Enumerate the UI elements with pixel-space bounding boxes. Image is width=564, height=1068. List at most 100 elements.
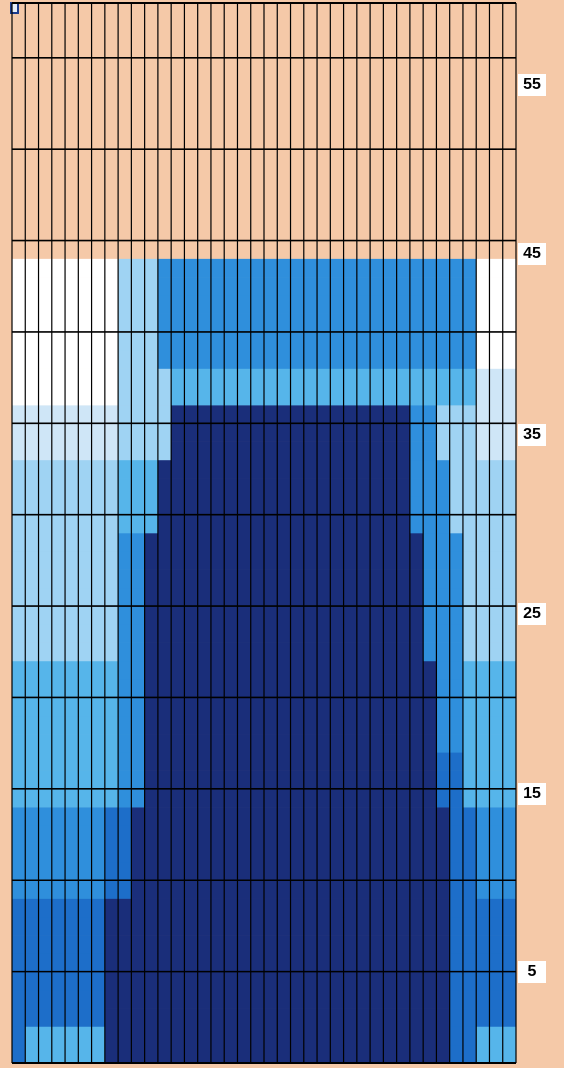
grid-cell xyxy=(131,642,145,662)
grid-cell xyxy=(38,843,53,863)
grid-cell xyxy=(184,898,198,918)
grid-cell xyxy=(343,459,358,479)
grid-cell xyxy=(409,441,424,461)
grid-cell xyxy=(502,478,517,497)
grid-cell xyxy=(277,770,291,790)
grid-cell xyxy=(144,368,159,388)
grid-cell xyxy=(449,861,464,881)
grid-cell xyxy=(396,331,411,351)
grid-cell xyxy=(409,935,424,954)
grid-cell xyxy=(210,277,225,296)
grid-cell xyxy=(171,295,185,314)
grid-cell xyxy=(91,679,106,698)
grid-cell xyxy=(38,368,53,388)
grid-cell xyxy=(118,770,132,790)
grid-cell xyxy=(104,624,119,643)
grid-cell xyxy=(449,386,464,406)
grid-cell xyxy=(436,368,450,388)
grid-cell xyxy=(303,660,318,680)
grid-cell xyxy=(396,313,411,333)
grid-cell xyxy=(118,660,132,680)
grid-cell xyxy=(290,459,305,479)
grid-cell xyxy=(65,368,79,388)
grid-cell xyxy=(210,880,225,899)
grid-cell xyxy=(171,788,185,808)
grid-cell xyxy=(436,350,450,369)
grid-cell xyxy=(12,606,26,625)
grid-cell xyxy=(237,478,252,497)
grid-cell xyxy=(330,935,344,954)
grid-cell xyxy=(330,807,344,826)
grid-cell xyxy=(303,935,318,954)
grid-cell xyxy=(91,295,106,314)
grid-cell xyxy=(25,935,39,954)
grid-cell xyxy=(489,313,504,333)
grid-cell xyxy=(264,1008,278,1027)
grid-cell xyxy=(502,935,517,954)
grid-cell xyxy=(197,642,212,662)
grid-cell xyxy=(78,715,92,735)
grid-cell xyxy=(78,1008,92,1027)
grid-cell xyxy=(277,478,291,497)
grid-cell xyxy=(224,1044,238,1064)
grid-cell xyxy=(330,606,344,625)
grid-cell xyxy=(91,880,106,899)
grid-cell xyxy=(144,989,159,1009)
grid-cell xyxy=(237,660,252,680)
grid-cell xyxy=(290,258,305,278)
grid-cell xyxy=(197,350,212,369)
grid-cell xyxy=(210,825,225,844)
grid-cell xyxy=(250,1008,265,1027)
grid-cell xyxy=(171,770,185,790)
grid-cell xyxy=(171,423,185,442)
grid-cell xyxy=(237,386,252,406)
grid-cell xyxy=(303,496,318,516)
grid-cell xyxy=(25,295,39,314)
grid-cell xyxy=(317,825,331,844)
grid-cell xyxy=(197,989,212,1009)
grid-cell xyxy=(65,386,79,406)
grid-cell xyxy=(144,277,159,296)
grid-cell xyxy=(157,916,172,936)
grid-cell xyxy=(303,679,318,698)
grid-cell xyxy=(264,478,278,497)
grid-cell xyxy=(25,880,39,899)
grid-cell xyxy=(237,697,252,717)
grid-cell xyxy=(184,459,198,479)
grid-cell xyxy=(65,313,79,333)
grid-cell xyxy=(356,368,371,388)
grid-cell xyxy=(436,697,450,717)
grid-cell xyxy=(25,313,39,333)
grid-cell xyxy=(224,551,238,570)
grid-cell xyxy=(51,441,66,461)
grid-cell xyxy=(449,459,464,479)
grid-cell xyxy=(356,953,371,972)
grid-cell xyxy=(237,368,252,388)
grid-cell xyxy=(104,295,119,314)
grid-cell xyxy=(104,1026,119,1046)
grid-cell xyxy=(290,734,305,753)
grid-cell xyxy=(12,989,26,1009)
grid-cell xyxy=(65,898,79,918)
grid-cell xyxy=(144,478,159,497)
grid-cell xyxy=(436,277,450,296)
grid-cell xyxy=(157,386,172,406)
grid-cell xyxy=(356,770,371,790)
grid-cell xyxy=(210,587,225,607)
grid-cell xyxy=(489,295,504,314)
grid-cell xyxy=(423,569,437,589)
grid-cell xyxy=(436,551,450,570)
grid-cell xyxy=(489,423,504,442)
grid-cell xyxy=(317,734,331,753)
grid-cell xyxy=(104,606,119,625)
grid-cell xyxy=(210,441,225,461)
grid-cell xyxy=(462,569,477,589)
grid-cell xyxy=(144,861,159,881)
grid-cell xyxy=(409,697,424,717)
grid-cell xyxy=(250,642,265,662)
grid-cell xyxy=(396,807,411,826)
grid-cell xyxy=(91,989,106,1009)
grid-cell xyxy=(12,533,26,552)
grid-cell xyxy=(144,551,159,570)
grid-cell xyxy=(12,861,26,881)
